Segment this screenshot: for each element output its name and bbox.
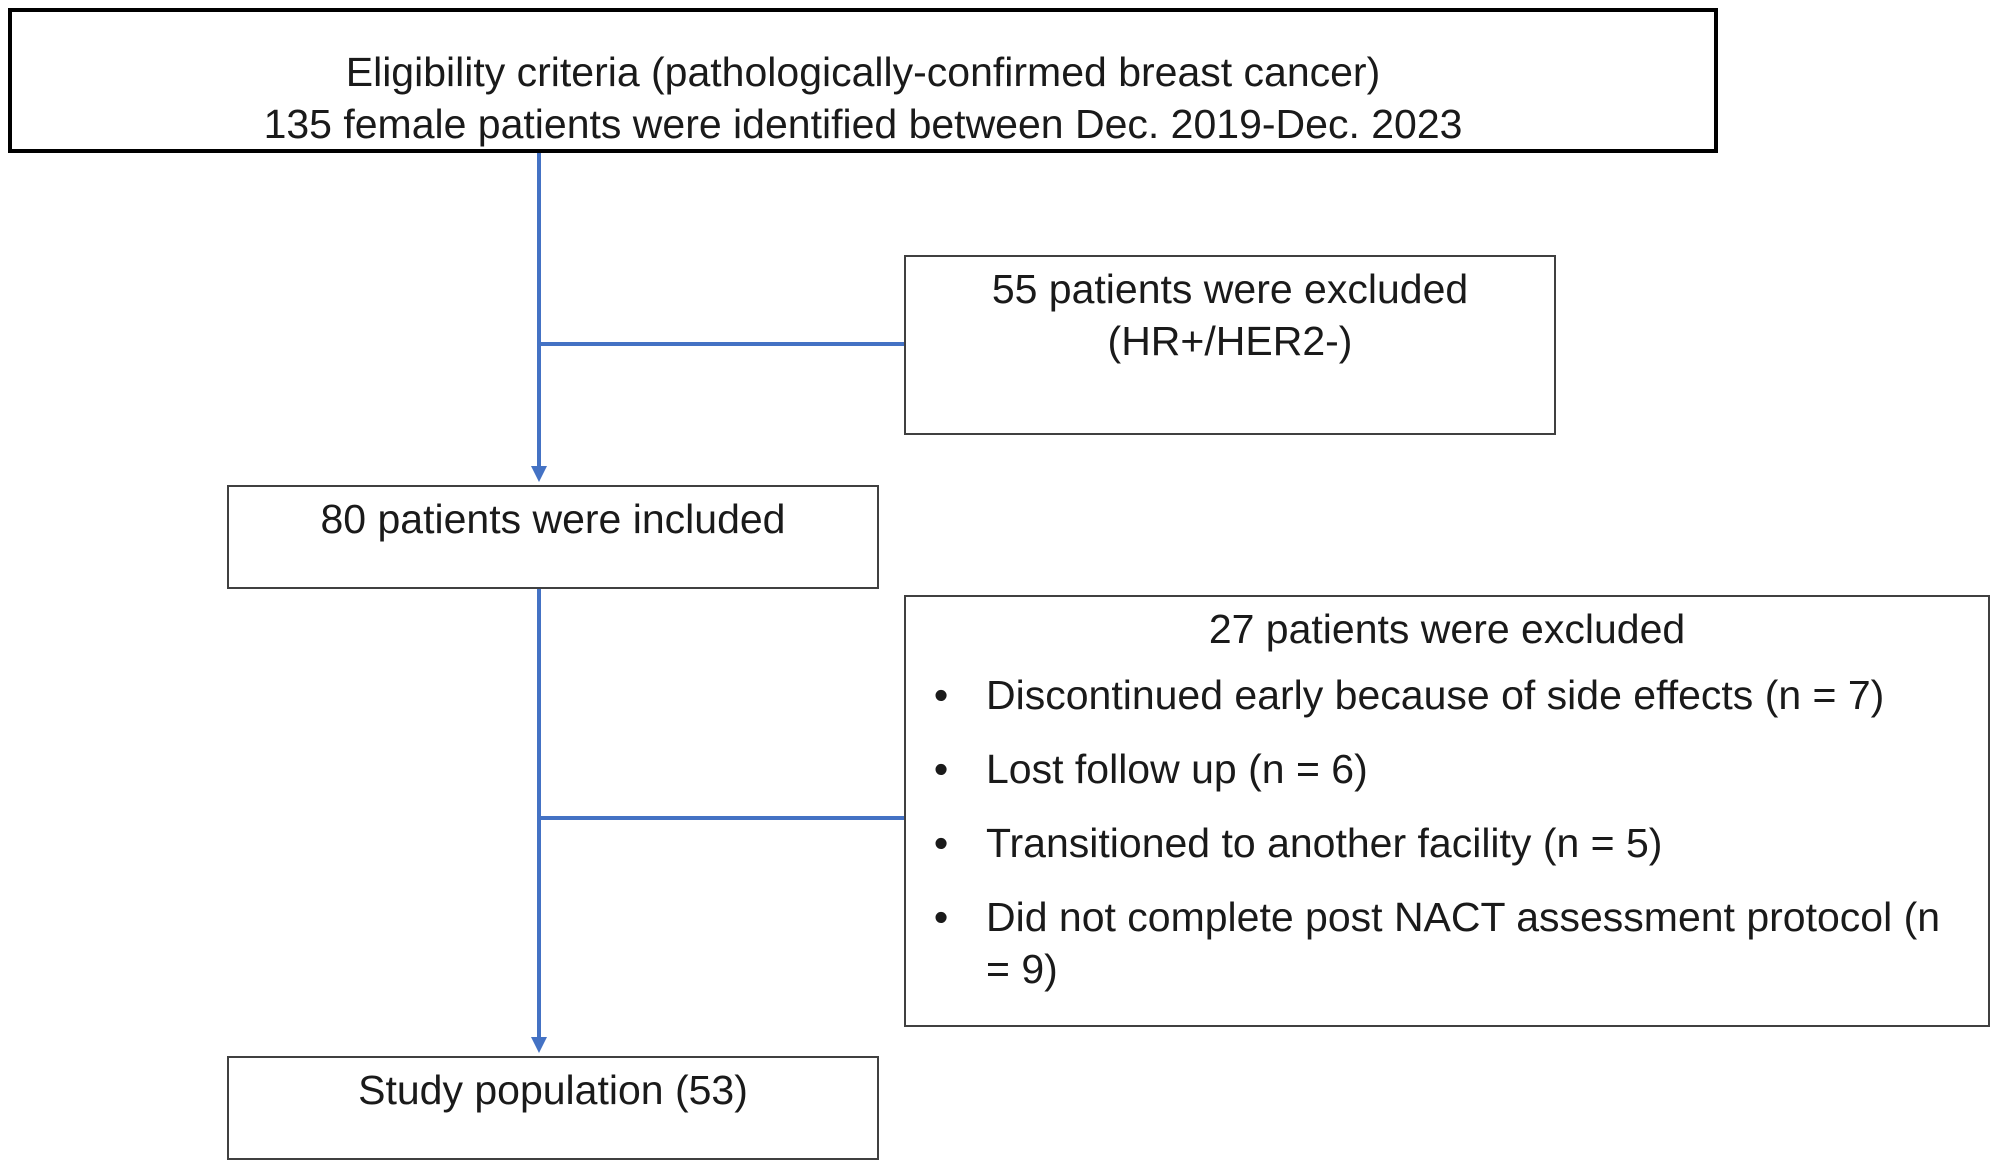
eligibility-criteria-text: Eligibility criteria (pathologically-con…	[345, 49, 1381, 95]
included-label: 80 patients were included	[320, 496, 786, 542]
list-item: • Transitioned to another facility (n = …	[906, 817, 1988, 869]
identified-patients-text: 135 female patients were identified betw…	[263, 101, 1463, 147]
bullet-icon: •	[933, 820, 949, 866]
exclusion-1-reason: (HR+/HER2-)	[1107, 318, 1353, 364]
exclusion-2-title: 27 patients were excluded	[1208, 606, 1686, 652]
bullet-icon: •	[933, 672, 949, 718]
exclusion-box-followup: 27 patients were excluded • Discontinued…	[904, 595, 1990, 1027]
reason-text: Discontinued early because of side effec…	[986, 672, 1885, 718]
bullet-icon: •	[933, 894, 949, 940]
list-item: • Discontinued early because of side eff…	[906, 669, 1988, 721]
study-population-box: Study population (53)	[227, 1056, 879, 1160]
list-item: • Did not complete post NACT assessment …	[906, 891, 1988, 995]
reason-text: Did not complete post NACT assessment pr…	[986, 894, 1941, 992]
exclusion-box-hr-her2: 55 patients were excluded (HR+/HER2-)	[904, 255, 1556, 435]
study-population-label: Study population (53)	[358, 1067, 748, 1113]
included-box: 80 patients were included	[227, 485, 879, 589]
reason-text: Lost follow up (n = 6)	[986, 746, 1368, 792]
reason-text: Transitioned to another facility (n = 5)	[986, 820, 1663, 866]
bullet-icon: •	[933, 746, 949, 792]
arrowhead-study	[531, 1037, 547, 1053]
exclusion-1-count: 55 patients were excluded	[991, 266, 1469, 312]
arrowhead-included	[531, 466, 547, 482]
eligibility-box: Eligibility criteria (pathologically-con…	[8, 8, 1718, 153]
exclusion-reason-list: • Discontinued early because of side eff…	[906, 669, 1988, 995]
list-item: • Lost follow up (n = 6)	[906, 743, 1988, 795]
